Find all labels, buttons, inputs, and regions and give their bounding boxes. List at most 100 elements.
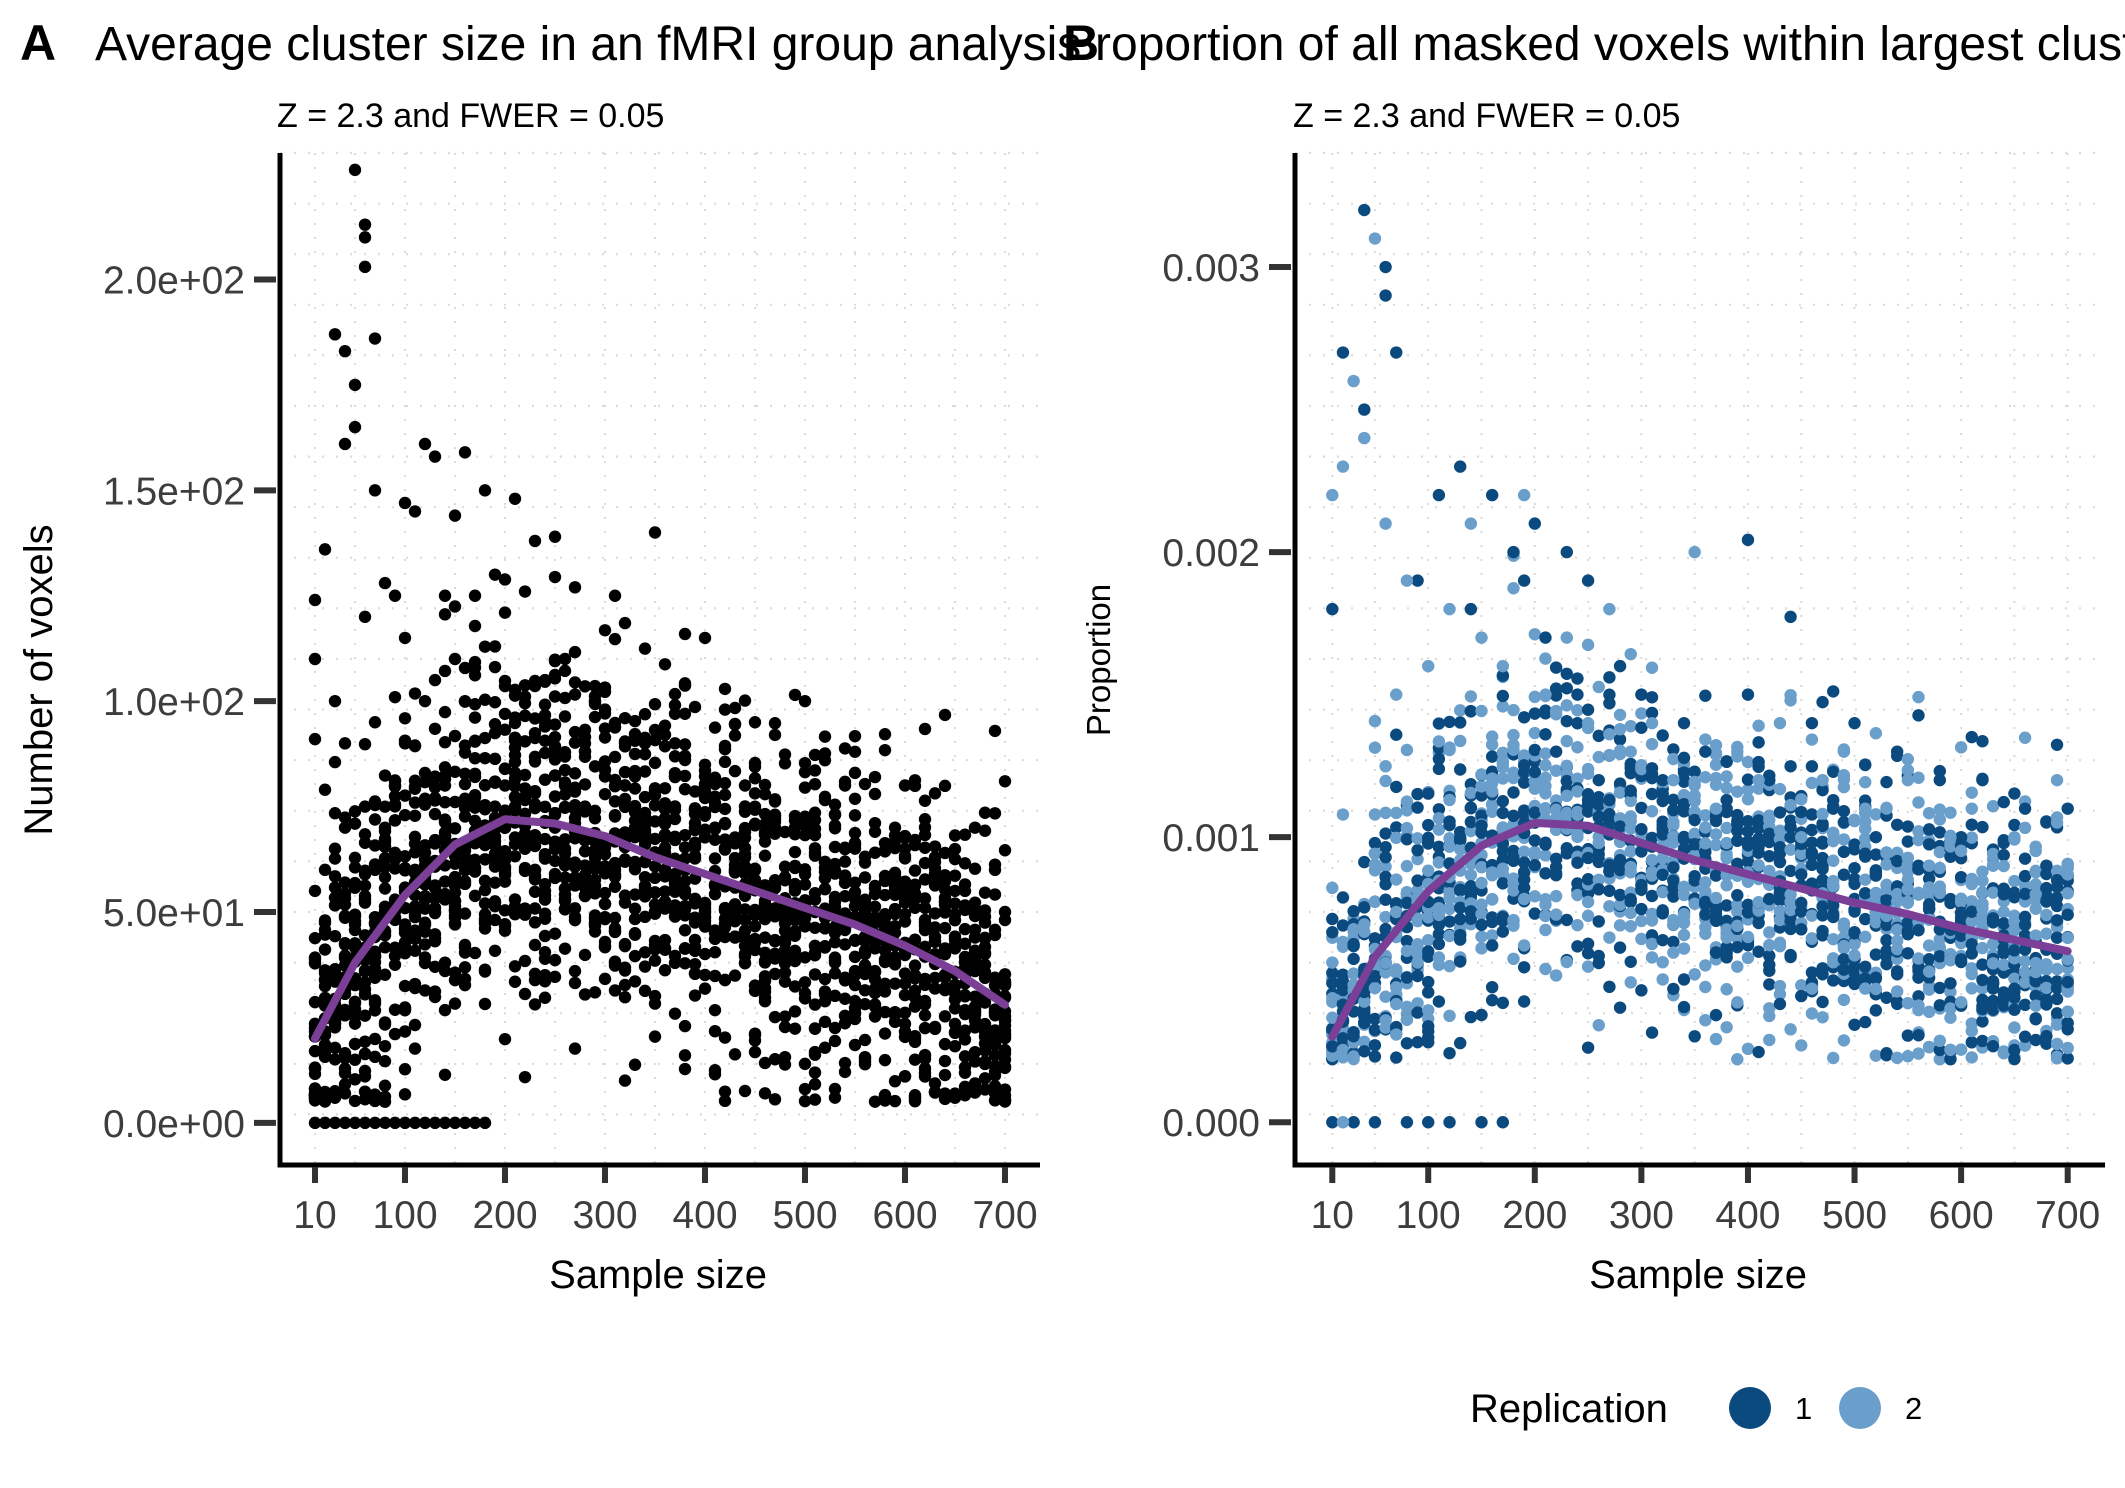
data-point	[1901, 1050, 1915, 1063]
data-point	[1688, 765, 1701, 778]
data-point	[1326, 602, 1339, 616]
data-point	[758, 1087, 772, 1100]
data-point	[1773, 840, 1787, 854]
data-point	[1858, 758, 1872, 771]
data-point	[468, 770, 482, 784]
data-point	[718, 703, 732, 716]
data-point	[1528, 726, 1542, 740]
data-point	[1773, 824, 1787, 837]
data-point	[918, 919, 932, 932]
data-point	[1411, 852, 1424, 866]
data-point	[1422, 659, 1435, 673]
data-point	[1933, 803, 1947, 816]
data-point	[898, 977, 912, 990]
data-point	[1677, 973, 1691, 986]
data-point	[1827, 827, 1840, 841]
data-point	[1688, 794, 1701, 808]
data-point	[728, 901, 742, 914]
data-point	[1741, 783, 1755, 796]
data-point	[848, 885, 862, 899]
data-point	[1880, 846, 1893, 860]
data-point	[338, 821, 352, 834]
data-point	[658, 863, 672, 877]
data-point	[488, 640, 502, 653]
data-point	[648, 832, 662, 846]
data-point	[398, 1063, 412, 1076]
data-point	[1677, 751, 1691, 765]
data-point	[2018, 869, 2032, 883]
data-point	[1475, 898, 1488, 911]
data-point	[848, 1006, 862, 1019]
data-point	[608, 780, 622, 793]
data-point	[368, 1050, 382, 1064]
data-point	[1368, 858, 1382, 871]
data-point	[878, 874, 892, 888]
smooth-line	[1328, 818, 2072, 1041]
data-point	[418, 775, 432, 789]
data-point	[2061, 931, 2074, 945]
data-point	[1592, 956, 1605, 970]
data-point	[888, 926, 902, 939]
data-point	[738, 956, 752, 970]
data-point	[358, 893, 372, 906]
data-point	[1422, 1020, 1435, 1033]
data-point	[1858, 930, 1872, 944]
data-point	[1827, 802, 1840, 815]
data-point	[1613, 708, 1627, 722]
data-point	[1912, 796, 1925, 809]
data-point	[558, 859, 572, 872]
data-point	[1368, 981, 1382, 995]
data-point	[948, 1087, 962, 1100]
data-point	[848, 994, 862, 1008]
data-point	[1741, 825, 1755, 838]
data-point	[1549, 889, 1563, 903]
x-tick-label: 200	[472, 1194, 537, 1237]
data-point	[358, 879, 372, 892]
data-point	[1400, 821, 1414, 835]
data-point	[358, 828, 372, 841]
data-point	[1901, 895, 1915, 909]
data-point	[618, 1074, 632, 1087]
data-point	[1645, 716, 1659, 730]
data-point	[1944, 830, 1957, 844]
data-point	[1741, 793, 1755, 806]
data-point	[628, 782, 642, 795]
data-point	[988, 1086, 1002, 1100]
data-point	[548, 745, 562, 758]
data-point	[1507, 770, 1520, 784]
data-point	[2040, 890, 2053, 903]
data-point	[1795, 868, 1808, 881]
data-point	[358, 1093, 372, 1106]
data-point	[458, 875, 472, 888]
data-point	[938, 906, 952, 919]
data-point	[668, 698, 682, 712]
data-point	[1549, 708, 1563, 721]
data-point	[548, 871, 562, 885]
data-point	[1379, 774, 1392, 788]
data-point	[2040, 958, 2053, 971]
data-point	[1571, 940, 1584, 953]
data-point	[938, 846, 952, 860]
data-point	[698, 968, 712, 982]
data-point	[808, 1093, 822, 1106]
data-point	[1869, 830, 1883, 844]
data-point	[1848, 716, 1861, 730]
data-point	[598, 770, 612, 783]
data-point	[1965, 905, 1978, 918]
data-point	[1901, 835, 1915, 848]
data-point	[828, 951, 842, 964]
data-point	[838, 938, 852, 951]
data-point	[1326, 488, 1339, 502]
data-point	[908, 833, 922, 847]
data-point	[428, 892, 442, 905]
data-point	[678, 957, 692, 970]
data-point	[1581, 1041, 1595, 1054]
data-point	[1688, 813, 1701, 827]
data-point	[628, 747, 642, 761]
data-point	[1443, 840, 1456, 853]
data-point	[338, 737, 352, 750]
data-point	[2018, 802, 2032, 815]
data-point	[1645, 771, 1659, 785]
data-point	[2061, 953, 2074, 966]
